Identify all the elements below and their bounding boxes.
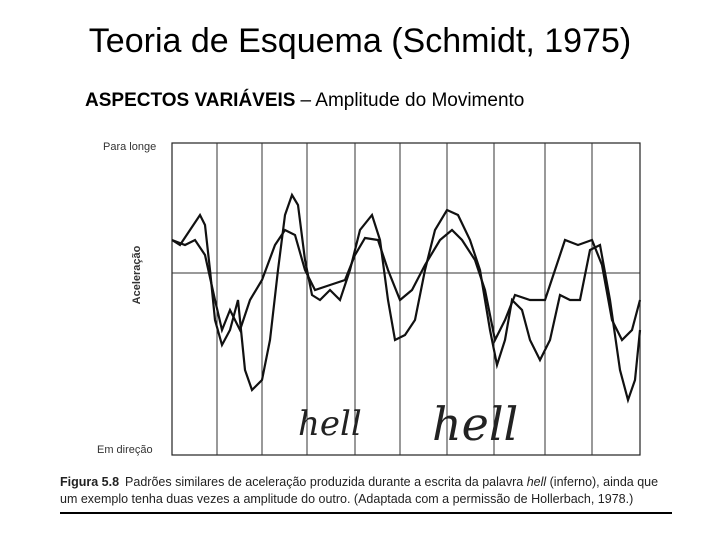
slide-subtitle: ASPECTOS VARIÁVEIS – Amplitude do Movimen… xyxy=(85,90,524,112)
figure-frame xyxy=(171,142,641,456)
caption-label: Figura 5.8 xyxy=(60,475,120,489)
caption-text: Padrões similares de aceleração produzid… xyxy=(125,475,524,489)
caption-text: (inferno), ainda que um exemplo tenha du… xyxy=(60,475,659,506)
trace-large xyxy=(171,192,642,404)
caption-italic: hell xyxy=(526,475,547,489)
subtitle-rest: – Amplitude do Movimento xyxy=(300,90,525,111)
subtitle-bold: ASPECTOS VARIÁVEIS xyxy=(85,90,296,111)
caption-rule xyxy=(60,512,672,514)
y-axis-label: Aceleração xyxy=(131,245,143,304)
top-label: Para longe xyxy=(103,141,156,153)
handwriting: hell xyxy=(298,404,362,444)
handwriting: hell xyxy=(432,397,518,451)
figure-caption: Figura 5.8 Padrões similares de aceleraçã… xyxy=(60,474,675,508)
bottom-label: Em direção xyxy=(97,444,153,456)
figure-grid xyxy=(172,143,640,455)
slide-title: Teoria de Esquema (Schmidt, 1975) xyxy=(88,22,632,60)
trace-small xyxy=(171,228,642,344)
